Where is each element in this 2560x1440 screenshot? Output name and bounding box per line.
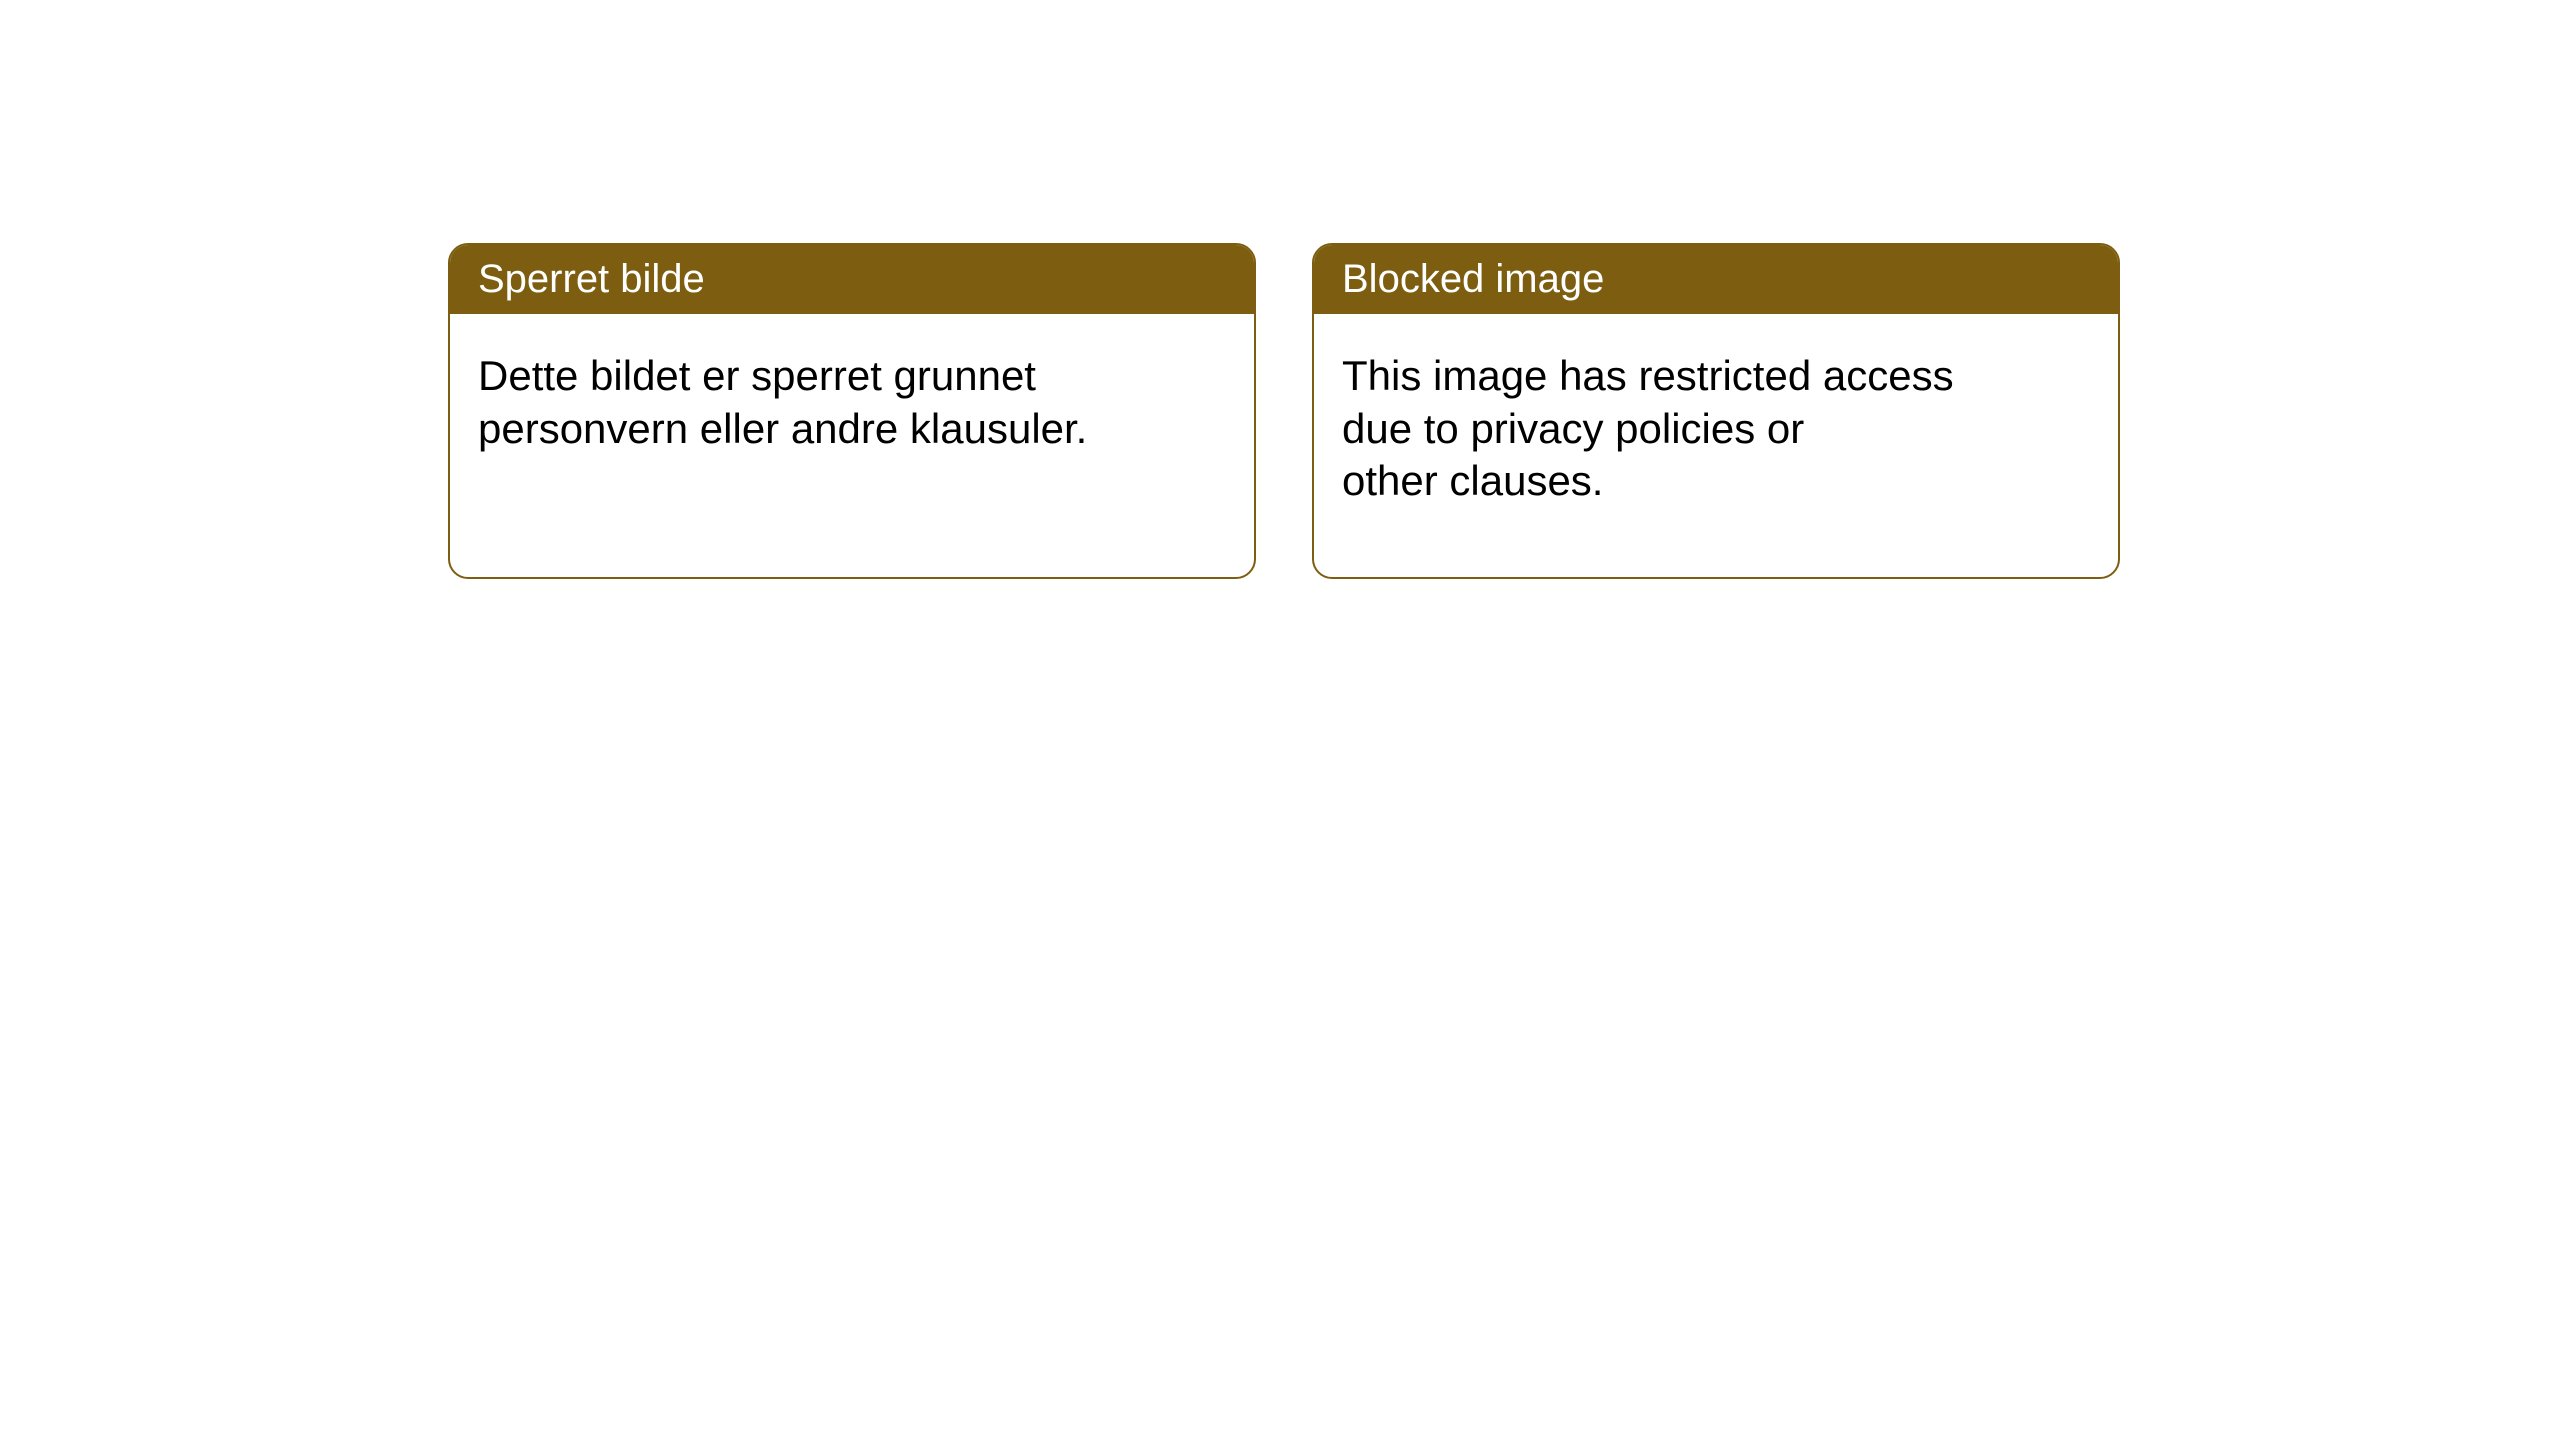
notice-container: Sperret bilde Dette bildet er sperret gr… (0, 0, 2560, 579)
notice-body-english: This image has restricted access due to … (1314, 314, 2034, 544)
notice-title-norwegian: Sperret bilde (450, 245, 1254, 314)
notice-card-norwegian: Sperret bilde Dette bildet er sperret gr… (448, 243, 1256, 579)
notice-title-english: Blocked image (1314, 245, 2118, 314)
notice-body-norwegian: Dette bildet er sperret grunnet personve… (450, 314, 1170, 491)
notice-card-english: Blocked image This image has restricted … (1312, 243, 2120, 579)
